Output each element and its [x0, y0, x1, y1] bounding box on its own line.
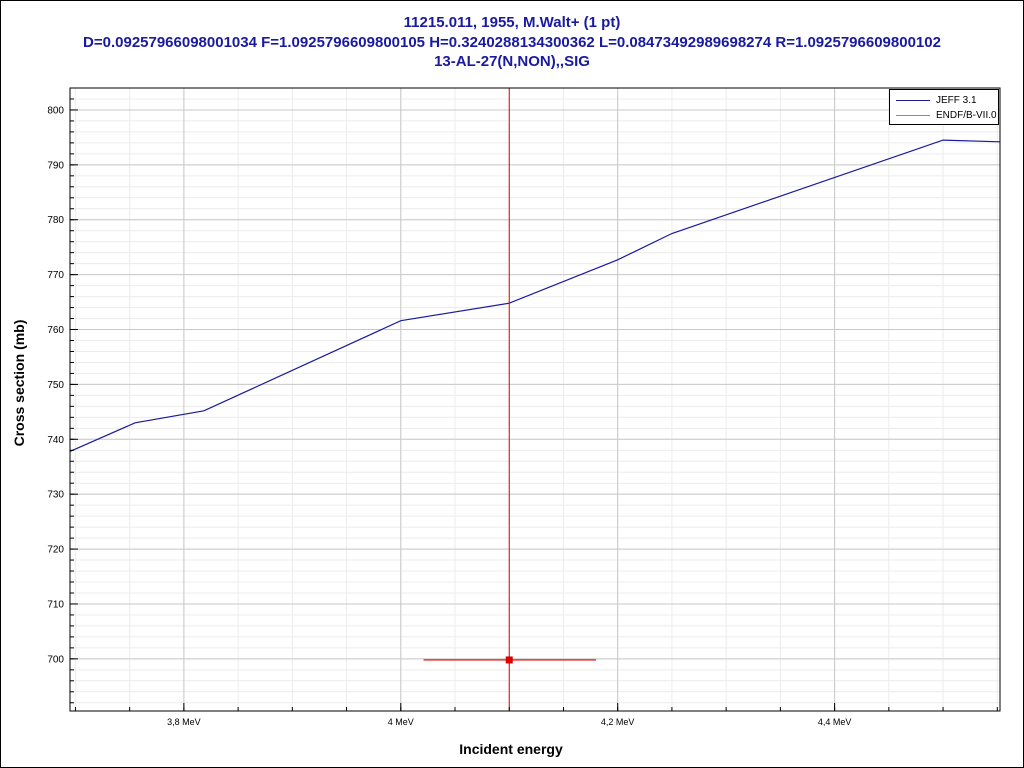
- tick-labels-layer: 3,8 MeV 4 MeV 4,2 MeV 4,4 MeV 700 710 720 730 74…: [47, 105, 851, 727]
- minor-grid: [70, 87, 1000, 711]
- y-tick-label: 790: [47, 160, 64, 171]
- x-tick-label: 4,4 MeV: [818, 717, 852, 727]
- chart-subtitle-parameters: D=0.09257966098001034 F=1.09257966098001…: [83, 34, 941, 51]
- y-tick-label: 700: [47, 654, 64, 665]
- x-tick-label: 4,2 MeV: [601, 717, 635, 727]
- legend: JEFF 3.1 ENDF/B-VII.0: [889, 89, 999, 125]
- y-tick-label: 750: [47, 380, 64, 391]
- legend-swatch-endf: [896, 115, 930, 116]
- legend-swatch-jeff: [896, 100, 930, 101]
- y-axis-label: Cross section (mb): [11, 319, 27, 447]
- x-tick-label: 3,8 MeV: [167, 717, 201, 727]
- x-axis-label: Incident energy: [459, 741, 563, 757]
- experimental-layer: [423, 88, 597, 711]
- major-grid: [70, 88, 1000, 711]
- chart-title: 11215.011, 1955, M.Walt+ (1 pt): [403, 14, 621, 31]
- y-tick-label: 770: [47, 270, 64, 281]
- chart-subtitle-reaction: 13-AL-27(N,NON),,SIG: [434, 53, 590, 70]
- legend-label-jeff: JEFF 3.1: [936, 95, 977, 106]
- x-tick-label: 4 MeV: [388, 717, 414, 727]
- y-tick-label: 800: [47, 105, 64, 116]
- ticks-layer: [70, 87, 998, 711]
- y-tick-label: 740: [47, 435, 64, 446]
- y-tick-label: 780: [47, 215, 64, 226]
- legend-item-endf: ENDF/B-VII.0: [896, 109, 998, 123]
- y-tick-label: 710: [47, 599, 64, 610]
- plot-area-border: [69, 87, 1001, 712]
- y-tick-label: 730: [47, 490, 64, 501]
- y-tick-label: 720: [47, 545, 64, 556]
- y-tick-label: 760: [47, 325, 64, 336]
- legend-item-jeff: JEFF 3.1: [896, 94, 998, 108]
- legend-label-endf: ENDF/B-VII.0: [936, 110, 997, 121]
- experimental-data-point: [505, 656, 513, 664]
